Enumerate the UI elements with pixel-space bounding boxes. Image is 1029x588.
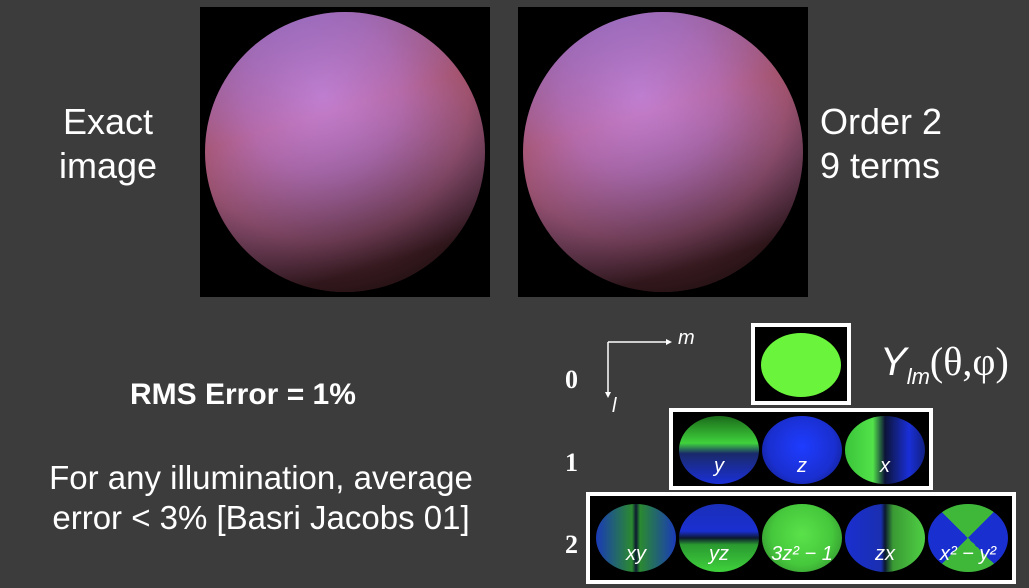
exact-caption-line1: Exact [62,101,154,142]
sh-row-0 [751,323,851,405]
axis-l-label: l [612,395,617,417]
row-label-1: 1 [565,448,578,477]
sh-cell-2-yz: yz [679,504,759,572]
sh-cell-2-xy: xy [596,504,676,572]
sh-label-zx: zx [875,543,895,565]
ylm-subscript: lm [906,364,930,389]
sh-cell-2-3z2: 3z² − 1 [762,504,842,572]
sh-cell-1-x: x [845,416,925,484]
sh-cell-2-x2y2: x² − y² [928,504,1008,572]
ylm-symbol: Y [880,340,907,384]
sh-label-z: z [797,455,807,477]
exact-image-panel [200,7,490,297]
order-caption: Order 2 9 terms [820,100,942,188]
sh-label-x2y2: x² − y² [939,543,997,565]
sh-cell-1-y: y [679,416,759,484]
axis-m-label: m [678,327,695,349]
sh-label-yz: yz [709,543,729,565]
sh-row-1: y z x [669,408,933,490]
note-line2: error < 3% [Basri Jacobs 01] [52,499,470,536]
exact-sphere-image [205,12,485,292]
ylm-args: (θ,φ) [929,339,1009,384]
sh-cell-1-z: z [762,416,842,484]
approx-image-panel [518,7,808,297]
order-caption-line1: Order 2 [820,101,943,142]
note-line1: For any illumination, average [49,459,473,496]
sh-label-xy: xy [626,543,646,565]
rms-error-text: RMS Error = 1% [130,378,356,411]
axis-indicator [605,339,672,398]
sh-row-2: xy yz 3z² − 1 zx x² − y² [586,492,1016,584]
sh-label-3z2: 3z² − 1 [771,543,833,565]
row-label-0: 0 [565,365,578,394]
order-caption-line2: 9 terms [820,145,941,186]
approx-sphere-image [523,12,803,292]
sh-cell-2-zx: zx [845,504,925,572]
row-label-2: 2 [565,530,578,559]
sh-cell-00 [761,333,841,397]
sh-label-x: x [880,455,890,477]
exact-caption-line2: image [58,145,158,186]
ylm-formula: Ylm(θ,φ) [880,338,1009,390]
sh-label-y: y [714,455,724,477]
illumination-note: For any illumination, average error < 3%… [4,458,518,538]
exact-caption: Exact image [52,100,164,188]
